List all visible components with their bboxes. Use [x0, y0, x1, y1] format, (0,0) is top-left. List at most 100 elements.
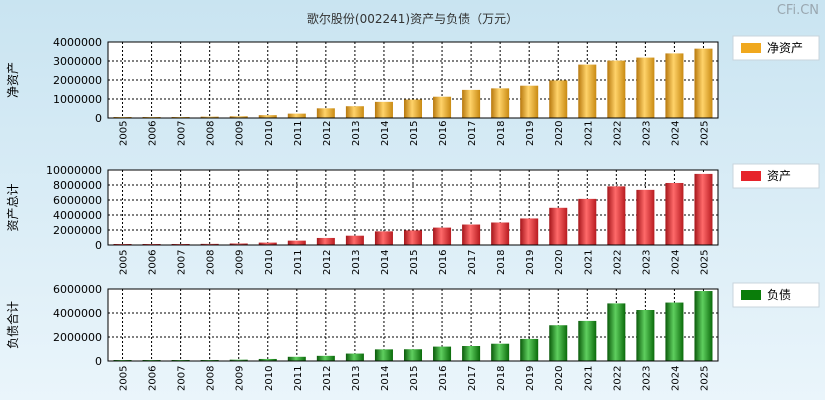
liabilities-bar	[403, 349, 423, 361]
total-assets-xtick-label: 2013	[351, 250, 362, 275]
liabilities-xtick-label: 2005	[119, 366, 130, 391]
liabilities-xtick-label: 2022	[612, 366, 623, 391]
liabilities-bar	[374, 349, 393, 361]
net-assets-bar	[433, 96, 452, 118]
net-assets-xtick-label: 2013	[351, 121, 362, 146]
total-assets-axis-label: 资产总计	[6, 183, 20, 231]
total-assets-bar	[287, 240, 306, 245]
net-assets-bar	[374, 101, 393, 118]
total-assets-xtick-label: 2008	[206, 250, 217, 275]
total-assets-xtick-label: 2025	[699, 250, 710, 275]
net-assets-xtick-label: 2016	[438, 121, 449, 146]
net-assets-plot-border	[107, 41, 719, 119]
total-assets-bar	[578, 198, 597, 245]
total-assets-xtick-label: 2022	[612, 250, 623, 275]
total-assets-xtick-label: 2007	[177, 250, 188, 275]
liabilities-bar	[229, 359, 248, 361]
total-assets-xtick-label: 2017	[467, 250, 478, 275]
liabilities-bar	[258, 358, 277, 361]
net-assets-ytick-label: 3000000	[53, 55, 102, 68]
total-assets-xtick-label: 2021	[583, 250, 594, 275]
liabilities-bar	[433, 346, 452, 361]
net-assets-bar	[316, 108, 335, 118]
total-assets-xtick-label: 2023	[641, 250, 652, 275]
total-assets-bar	[316, 237, 335, 245]
total-assets-bar	[607, 186, 626, 245]
liabilities-ytick-label: 4000000	[53, 307, 102, 320]
total-assets-bar	[229, 243, 248, 245]
liabilities-bar	[287, 356, 306, 361]
total-assets-xtick-label: 2010	[264, 250, 275, 275]
total-assets-xtick-label: 2005	[119, 250, 130, 275]
total-assets-bar	[258, 242, 277, 245]
net-assets-bar	[578, 64, 597, 118]
liabilities-legend-label: 负债	[767, 288, 791, 302]
brand-logo: CFi.CN	[776, 3, 819, 18]
net-assets-legend-label: 净资产	[767, 41, 803, 55]
net-assets-xtick-label: 2017	[467, 121, 478, 146]
net-assets-ytick-label: 2000000	[53, 74, 102, 87]
liabilities-xtick-label: 2017	[467, 366, 478, 391]
total-assets-bar	[433, 227, 452, 245]
total-assets-xtick-label: 2015	[409, 250, 420, 275]
total-assets-xtick-label: 2009	[235, 250, 246, 275]
net-assets-bar	[403, 99, 423, 118]
total-assets-bar	[520, 218, 539, 245]
net-assets-xtick-label: 2023	[641, 121, 652, 146]
net-assets-xtick-label: 2024	[670, 121, 681, 146]
chart-title: 歌尔股份(002241)资产与负债（万元）	[306, 12, 519, 26]
liabilities-xtick-label: 2024	[670, 366, 681, 391]
total-assets-plot-border	[107, 169, 719, 246]
net-assets-bar	[549, 80, 568, 118]
total-assets-bar	[345, 235, 364, 245]
net-assets-xtick-label: 2018	[496, 121, 507, 146]
total-assets-ytick-label: 4000000	[53, 209, 102, 222]
liabilities-xtick-label: 2020	[554, 366, 565, 391]
liabilities-xtick-label: 2009	[235, 366, 246, 391]
net-assets-bar	[229, 116, 248, 118]
liabilities-plot-border	[107, 288, 719, 362]
net-assets-xtick-label: 2015	[409, 121, 420, 146]
net-assets-bar	[607, 60, 626, 118]
liabilities-xtick-label: 2025	[699, 366, 710, 391]
liabilities-bar	[694, 291, 713, 361]
net-assets-xtick-label: 2006	[148, 121, 159, 146]
total-assets-legend-label: 资产	[767, 169, 791, 183]
liabilities-bar	[578, 320, 597, 361]
net-assets-xtick-label: 2025	[699, 121, 710, 146]
net-assets-xtick-label: 2011	[293, 121, 304, 146]
liabilities-legend-swatch	[741, 290, 761, 300]
liabilities-xtick-label: 2019	[525, 366, 536, 391]
total-assets-bar	[403, 230, 423, 245]
liabilities-ytick-label: 2000000	[53, 331, 102, 344]
liabilities-xtick-label: 2014	[380, 366, 391, 391]
net-assets-ytick-label: 1000000	[53, 93, 102, 106]
net-assets-bar	[287, 113, 306, 118]
total-assets-bar	[665, 182, 684, 245]
net-assets-xtick-label: 2008	[206, 121, 217, 146]
net-assets-xtick-label: 2010	[264, 121, 275, 146]
liabilities-ytick-label: 6000000	[53, 283, 102, 296]
net-assets-xtick-label: 2019	[525, 121, 536, 146]
total-assets-ytick-label: 0	[95, 239, 102, 252]
liabilities-xtick-label: 2021	[583, 366, 594, 391]
net-assets-ytick-label: 0	[95, 112, 102, 125]
net-assets-xtick-label: 2021	[583, 121, 594, 146]
net-assets-bar	[694, 48, 713, 118]
liabilities-xtick-label: 2007	[177, 366, 188, 391]
net-assets-bar	[520, 85, 539, 118]
liabilities-bar	[316, 355, 335, 361]
total-assets-xtick-label: 2020	[554, 250, 565, 275]
liabilities-xtick-label: 2015	[409, 366, 420, 391]
total-assets-xtick-label: 2024	[670, 250, 681, 275]
net-assets-bar	[636, 57, 655, 118]
net-assets-axis-label: 净资产	[6, 62, 20, 98]
liabilities-bar	[665, 302, 684, 361]
net-assets-xtick-label: 2012	[322, 121, 333, 146]
liabilities-axis-label: 负债合计	[5, 301, 20, 349]
liabilities-xtick-label: 2008	[206, 366, 217, 391]
liabilities-bar	[549, 325, 568, 361]
net-assets-xtick-label: 2005	[119, 121, 130, 146]
total-assets-bar	[200, 243, 219, 245]
net-assets-xtick-label: 2022	[612, 121, 623, 146]
